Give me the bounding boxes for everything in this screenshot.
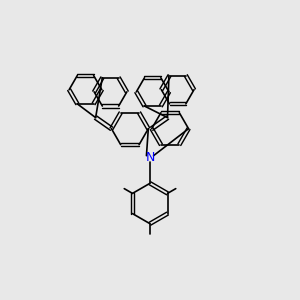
Text: N: N [145, 151, 155, 164]
